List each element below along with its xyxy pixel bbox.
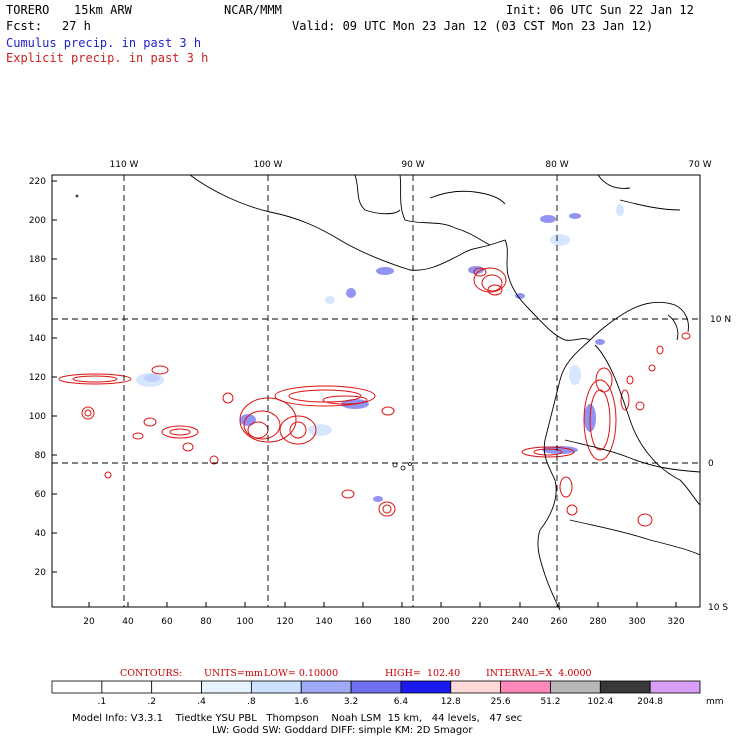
plot-frame: [51, 174, 701, 608]
x-tick: 320: [667, 617, 684, 627]
y-tick: 80: [35, 451, 47, 461]
y-tick: 100: [29, 412, 46, 422]
colorbar-swatch: [450, 680, 502, 694]
graticule: [52, 175, 700, 607]
colorbar-label: 3.2: [344, 697, 358, 707]
lon-label-110w: 110 W: [110, 160, 139, 170]
y-tick: 20: [35, 568, 47, 578]
contours-label: CONTOURS:: [120, 668, 183, 679]
init-time: Init: 06 UTC Sun 22 Jan 12: [506, 3, 694, 17]
forecast-label: Fcst:: [6, 19, 43, 33]
forecast-hours: 27 h: [62, 19, 91, 33]
x-tick: 120: [276, 617, 293, 627]
colorbar-swatch: [101, 680, 153, 694]
org-label: NCAR/MMM: [224, 3, 282, 17]
colorbar-swatch: [599, 680, 651, 694]
colorbar-swatch: [250, 680, 302, 694]
interval-label: INTERVAL=X 4.0000: [486, 668, 592, 679]
lon-label-80w: 80 W: [545, 160, 568, 170]
colorbar-swatch: [201, 680, 252, 694]
lat-label-0: 0: [708, 459, 714, 469]
explicit-precip-label: Explicit precip. in past 3 h: [6, 51, 209, 65]
x-tick: 280: [589, 617, 606, 627]
y-tick: 160: [29, 294, 46, 304]
x-tick: 20: [83, 617, 95, 627]
colorbar-label: 102.4: [587, 697, 613, 707]
colorbar-label: .8: [247, 697, 256, 707]
colorbar-label: .2: [147, 697, 156, 707]
x-tick: 40: [122, 617, 134, 627]
y-tick: 140: [29, 334, 46, 344]
colorbar-swatch: [500, 680, 551, 694]
lat-label-10n: 10 N: [710, 315, 731, 325]
colorbar: .1 .2 .4 .8 1.6 3.2 6.4 12.8 25.6 51.2 102.4 204.8 m…: [51, 680, 724, 707]
colorbar-swatch: [350, 680, 402, 694]
colorbar-label: 204.8: [637, 697, 663, 707]
x-tick: 140: [315, 617, 332, 627]
colorbar-swatch: [300, 680, 352, 694]
y-tick: 220: [29, 177, 46, 187]
x-tick: 100: [236, 617, 253, 627]
colorbar-swatch: [649, 680, 701, 694]
colorbar-swatch: [400, 680, 452, 694]
lon-label-90w: 90 W: [401, 160, 424, 170]
x-tick: 60: [161, 617, 173, 627]
resolution-label: 15km ARW: [74, 3, 132, 17]
x-tick: 200: [432, 617, 449, 627]
x-tick: 80: [200, 617, 212, 627]
colorbar-unit: mm: [706, 697, 724, 707]
x-tick: 260: [550, 617, 567, 627]
y-tick: 60: [35, 490, 47, 500]
lon-label-70w: 70 W: [688, 160, 711, 170]
y-tick: 200: [29, 216, 46, 226]
colorbar-label: .1: [98, 697, 107, 707]
colorbar-label: 1.6: [294, 697, 309, 707]
x-tick: 220: [471, 617, 488, 627]
colorbar-label: 6.4: [394, 697, 409, 707]
low-label: LOW= 0.10000: [264, 668, 339, 679]
units-label: UNITS=mm: [204, 668, 263, 679]
colorbar-label: .4: [197, 697, 206, 707]
x-tick: 240: [511, 617, 528, 627]
model-info: Model Info: V3.3.1 Tiedtke YSU PBL Thomp…: [72, 713, 523, 724]
colorbar-swatch: [51, 680, 103, 694]
colorbar-label: 25.6: [491, 697, 511, 707]
colorbar-label: 51.2: [540, 697, 560, 707]
y-tick: 40: [35, 529, 47, 539]
model-physics: LW: Godd SW: Goddard DIFF: simple KM: 2D…: [212, 725, 473, 736]
lat-label-10s: 10 S: [708, 603, 728, 613]
model-name: TORERO: [6, 3, 50, 17]
tick-marks: [52, 180, 677, 607]
colorbar-label: 12.8: [441, 697, 461, 707]
valid-time: Valid: 09 UTC Mon 23 Jan 12 (03 CST Mon …: [292, 19, 654, 33]
x-tick: 160: [354, 617, 371, 627]
cumulus-precip-areas: [144, 213, 605, 502]
x-tick: 300: [628, 617, 645, 627]
coastlines: [189, 174, 701, 611]
cumulus-precip-label: Cumulus precip. in past 3 h: [6, 36, 202, 50]
x-tick: 180: [393, 617, 410, 627]
explicit-precip-contours: [58, 267, 691, 527]
lon-label-100w: 100 W: [254, 160, 283, 170]
colorbar-swatch: [550, 680, 601, 694]
y-tick: 120: [29, 373, 46, 383]
y-tick: 180: [29, 255, 46, 265]
colorbar-swatch: [151, 680, 202, 694]
high-label: HIGH= 102.40: [385, 668, 461, 679]
